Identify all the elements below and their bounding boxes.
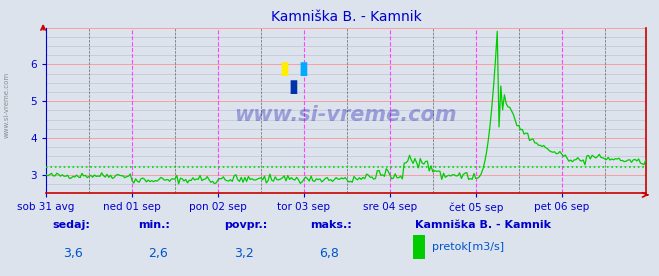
Text: ▮: ▮ bbox=[298, 60, 308, 78]
Text: pretok[m3/s]: pretok[m3/s] bbox=[432, 242, 503, 252]
Text: www.si-vreme.com: www.si-vreme.com bbox=[235, 105, 457, 125]
Text: 2,6: 2,6 bbox=[148, 247, 168, 260]
Text: 6,8: 6,8 bbox=[320, 247, 339, 260]
Text: 3,6: 3,6 bbox=[63, 247, 82, 260]
Text: sedaj:: sedaj: bbox=[53, 220, 90, 230]
Text: povpr.:: povpr.: bbox=[224, 220, 268, 230]
Text: Kamniška B. - Kamnik: Kamniška B. - Kamnik bbox=[415, 220, 551, 230]
Title: Kamniška B. - Kamnik: Kamniška B. - Kamnik bbox=[271, 10, 421, 24]
Text: www.si-vreme.com: www.si-vreme.com bbox=[3, 72, 9, 138]
Text: min.:: min.: bbox=[138, 220, 170, 230]
Text: 3,2: 3,2 bbox=[234, 247, 254, 260]
Text: maks.:: maks.: bbox=[310, 220, 351, 230]
Text: ▮: ▮ bbox=[279, 60, 289, 78]
Text: ▮: ▮ bbox=[288, 78, 298, 96]
